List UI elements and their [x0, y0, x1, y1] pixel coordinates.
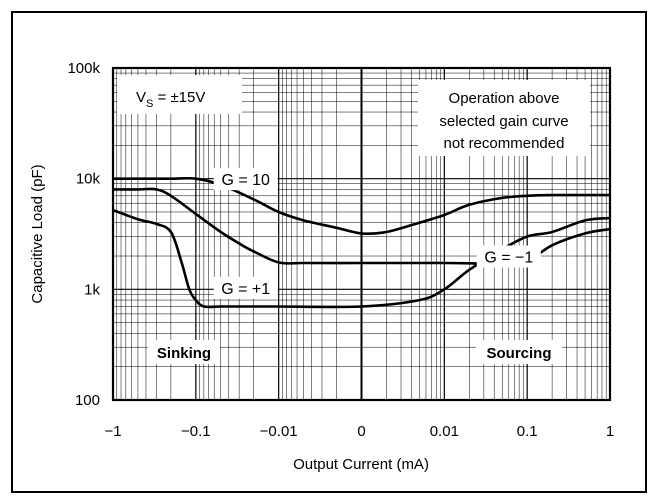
x-tick-label: 1	[606, 423, 614, 440]
curve-label-bg-1	[213, 168, 278, 191]
x-tick-label: −1	[104, 423, 121, 440]
sourcing-label: Sourcing	[486, 345, 551, 362]
sourcing-region: Sourcing	[476, 340, 562, 364]
curve-label-1: G = 10	[221, 172, 270, 189]
curve-label-bg-2	[476, 245, 541, 268]
note-line-2: selected gain curve	[439, 113, 568, 130]
y-axis-title: Capacitive Load (pF)	[29, 164, 46, 303]
y-tick-label: 100	[75, 392, 100, 409]
sinking-label: Sinking	[157, 345, 211, 362]
x-tick-label: −0.1	[181, 423, 211, 440]
supply-voltage-label: VS = ±15V	[136, 89, 205, 110]
curve-label-3: G = +1	[221, 281, 270, 298]
recommendation-note-box: Operation above selected gain curve not …	[418, 80, 590, 156]
curve-label-2: G = −1	[484, 249, 533, 266]
plot-frame	[111, 66, 612, 402]
y-tick-label: 1k	[84, 281, 100, 298]
curve-label-bg-3	[213, 276, 278, 299]
note-line-1: Operation above	[449, 90, 560, 107]
x-tick-label: −0.01	[260, 423, 298, 440]
x-tick-label: 0	[357, 423, 365, 440]
x-tick-label: 0.01	[430, 423, 459, 440]
x-axis-title: Output Current (mA)	[293, 456, 429, 473]
y-tick-labels: 100 1k 10k 100k	[67, 60, 100, 409]
x-tick-labels: −1 −0.1 −0.01 0 0.01 0.1 1	[104, 423, 614, 440]
supply-voltage-box: VS = ±15V	[117, 75, 242, 114]
y-tick-label: 100k	[67, 60, 100, 77]
sinking-region: Sinking	[148, 340, 220, 364]
series-line-3	[112, 208, 611, 309]
curve-labels: G = 10 G = −1 G = +1	[213, 168, 541, 299]
y-tick-label: 10k	[76, 171, 101, 188]
x-tick-label: 0.1	[517, 423, 538, 440]
note-line-3: not recommended	[444, 135, 565, 152]
series-line-1	[113, 176, 610, 236]
